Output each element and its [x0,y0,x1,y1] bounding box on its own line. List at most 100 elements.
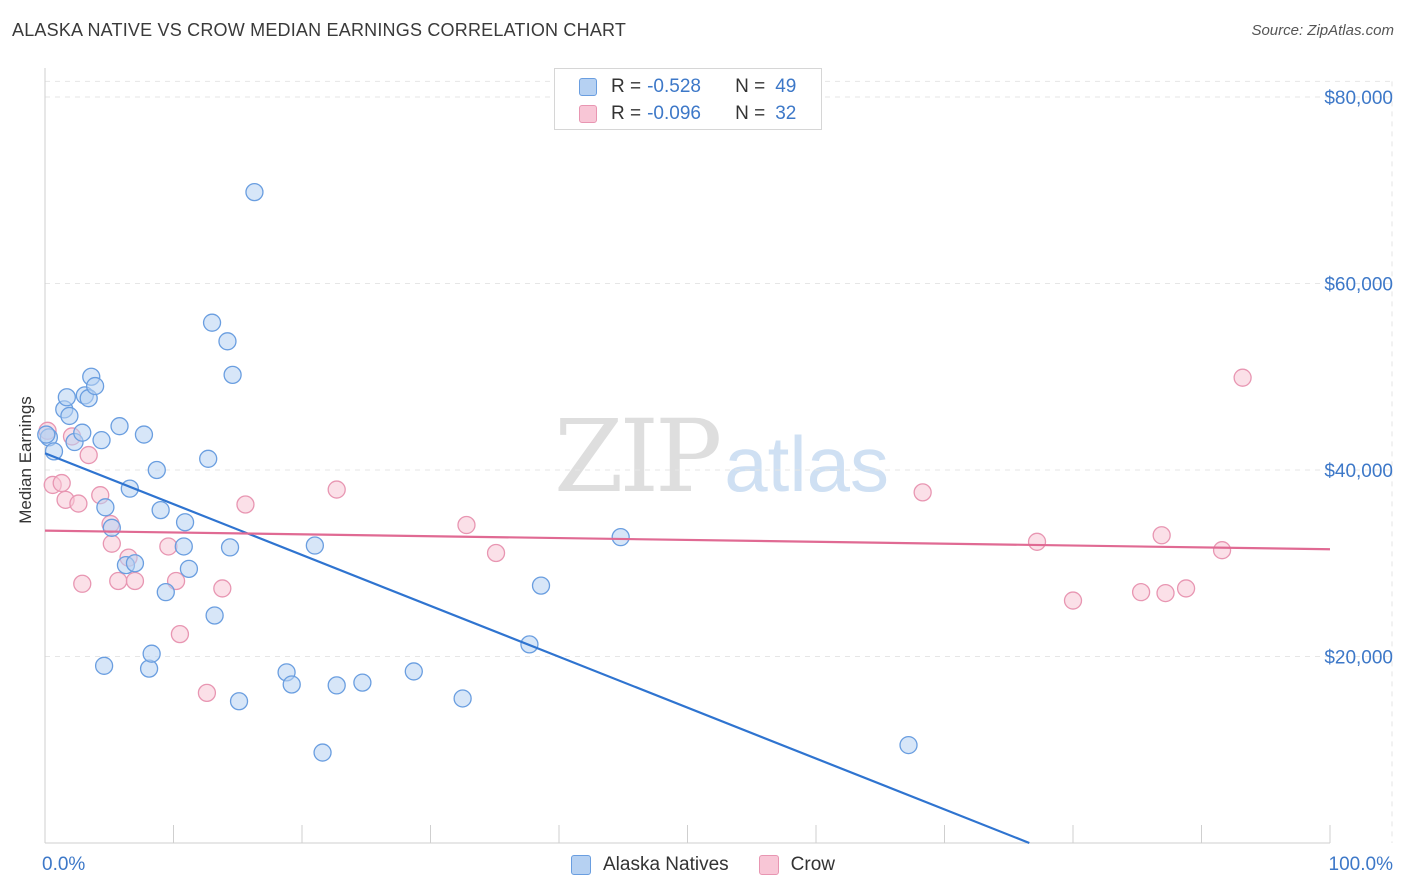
alaska-point [175,513,195,532]
alaska-point [223,365,242,385]
crow-point [52,473,71,493]
alaska-point [205,606,224,625]
alaska-point [139,659,159,678]
alaska-point [245,182,264,202]
crow-point [327,480,346,499]
legend-swatch-crow [579,105,597,123]
legend-item-alaska: Alaska Natives [570,854,729,876]
crow-point [1156,583,1175,603]
crow-point [457,515,476,535]
alaska-point [102,518,121,537]
alaska-point [179,559,199,578]
alaska-point [327,676,346,695]
crow-point [159,537,178,556]
crow-point [197,683,217,703]
alaska-point [57,388,76,407]
alaska-point [531,576,551,595]
alaska-point [110,417,129,436]
alaska-point [282,675,301,694]
alaska-point [147,460,166,480]
crow-point [1212,541,1232,560]
alaska-point [125,554,145,573]
crow-trend-line [44,529,1331,551]
trend-lines [44,452,1331,845]
y-tick-label: $20,000 [1324,648,1393,669]
legend-r-label: R = [611,103,642,124]
chart-title: ALASKA NATIVE VS CROW MEDIAN EARNINGS CO… [12,20,627,40]
crow-point [1027,532,1047,551]
crow-point [73,574,92,593]
watermark-zip: ZIP [554,398,722,515]
crow-point [1131,583,1151,602]
tick-labels: $20,000 $40,000 $60,000 $80,000 0.0% 100.0% [42,88,1393,875]
legend-n-value: 49 [775,76,797,97]
alaska-point [899,735,918,755]
crow-point [213,579,232,598]
legend-n-value: 32 [775,103,797,124]
alaska-point [313,743,332,762]
alaska-points [37,182,918,762]
crow-point [69,494,88,513]
y-tick-label: $80,000 [1324,88,1393,109]
crow-point [125,571,145,591]
crow-points [38,368,1252,703]
crow-point [1152,526,1171,545]
crow-point [1233,368,1252,387]
x-tick-label-min: 0.0% [42,854,85,875]
series-legend: Alaska Natives Crow [0,852,1406,878]
alaska-point [353,673,372,692]
alaska-point [96,498,115,517]
legend-label-alaska: Alaska Natives [602,854,729,875]
stats-legend: R = -0.528 N = 49 R = -0.096 N = 32 [554,68,822,130]
alaska-point [142,644,161,663]
alaska-point [92,431,111,450]
source-label: Source: ZipAtlas.com [1251,22,1394,39]
crow-point [166,571,186,591]
legend-row-crow: R = -0.096 N = 32 [579,102,796,126]
alaska-point [229,692,249,711]
alaska-point [202,313,222,332]
alaska-point [220,538,240,557]
crow-point [486,543,506,563]
legend-r-label: R = [611,76,642,97]
alaska-point [305,536,325,555]
legend-n-label: N = [735,103,766,124]
alaska-point [218,332,237,351]
alaska-point [611,527,630,547]
crow-point [109,571,128,591]
alaska-point [37,425,56,444]
alaska-point [60,406,79,426]
axes [44,68,1331,844]
crow-point [913,483,932,502]
alaska-point [134,425,154,444]
legend-item-crow: Crow [758,854,835,876]
alaska-point [151,500,170,520]
legend-r-value: -0.528 [647,76,701,97]
alaska-point [404,662,423,681]
alaska-point [73,423,92,442]
crow-point [1063,591,1083,610]
alaska-point [156,583,175,602]
x-tick-label-max: 100.0% [1329,854,1394,875]
alaska-point [453,689,472,708]
legend-n-label: N = [735,76,766,97]
alaska-point [85,376,105,396]
legend-swatch-alaska [570,855,591,875]
alaska-point [199,449,218,468]
crow-point [102,534,121,553]
crow-point [170,624,190,644]
y-tick-label: $40,000 [1324,461,1393,482]
legend-label-crow: Crow [790,854,835,875]
crow-point [79,445,98,465]
watermark: ZIPatlas [554,398,889,515]
crow-point [236,495,255,514]
watermark-atlas: atlas [724,420,890,508]
alaska-trend-line [44,452,1030,845]
legend-row-alaska: R = -0.528 N = 49 [579,75,796,99]
legend-swatch-crow [758,855,779,875]
legend-r-value: -0.096 [647,103,701,124]
legend-swatch-alaska [579,78,597,96]
crow-point [1176,579,1196,598]
alaska-point [94,656,114,675]
